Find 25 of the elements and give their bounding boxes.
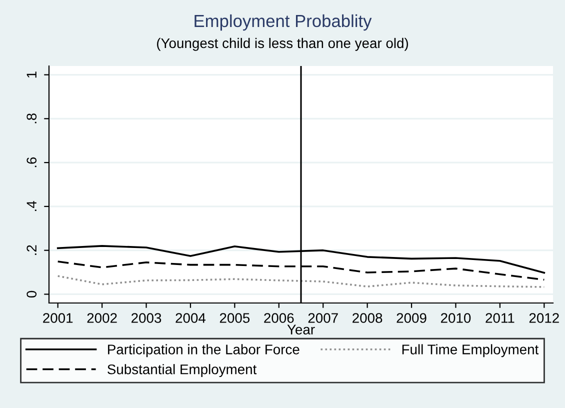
y-tick-label: .2	[26, 245, 36, 255]
y-tick-label: 0	[26, 290, 37, 298]
x-tick-label: 2008	[352, 313, 382, 323]
x-tick-label: 2006	[264, 313, 294, 323]
x-tick-label: 2012	[529, 313, 559, 323]
x-axis-title: Year	[287, 324, 315, 334]
x-tick-label: 2003	[132, 313, 162, 323]
x-tick-label: 2001	[43, 313, 73, 323]
x-tick-label: 2005	[220, 313, 250, 323]
legend-label: Participation in the Labor Force	[108, 344, 300, 358]
legend-label: Full Time Employment	[402, 344, 539, 358]
chart-subtitle: (Youngest child is less than one year old)	[157, 38, 408, 51]
chart-title: Employment Probablity	[194, 14, 372, 31]
y-tick-label: 1	[26, 72, 36, 78]
legend-label: Substantial Employment	[108, 364, 257, 378]
x-tick-label: 2007	[308, 313, 338, 323]
x-tick-label: 2004	[176, 313, 206, 323]
x-tick-label: 2011	[486, 313, 514, 323]
y-tick-label: .6	[26, 157, 37, 168]
y-tick-label: .8	[26, 113, 37, 124]
x-tick-label: 2002	[87, 313, 117, 323]
y-tick-label: .4	[26, 201, 36, 211]
line-series	[56, 275, 546, 288]
x-tick-label: 2009	[396, 313, 426, 323]
x-tick-label: 2010	[440, 313, 471, 323]
